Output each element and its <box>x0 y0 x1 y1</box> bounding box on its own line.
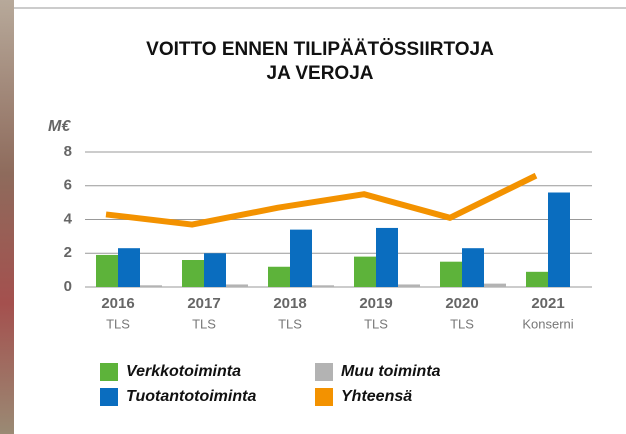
bar <box>354 256 376 287</box>
x-tick-label: 2019 <box>359 295 392 312</box>
x-tick-sublabel: TLS <box>106 316 130 331</box>
legend-swatch <box>100 388 118 406</box>
bar <box>376 227 398 287</box>
x-tick-label: 2017 <box>187 295 220 312</box>
chart-title: VOITTO ENNEN TILIPÄÄTÖSSIIRTOJA <box>146 39 494 60</box>
x-tick-label: 2020 <box>445 295 478 312</box>
y-tick-label: 4 <box>64 210 73 227</box>
bar <box>182 260 204 287</box>
y-tick-label: 6 <box>64 177 72 194</box>
chart-title: JA VEROJA <box>267 63 374 84</box>
bar <box>462 248 484 287</box>
legend-swatch <box>315 363 333 381</box>
x-tick-label: 2021 <box>531 295 564 312</box>
bar <box>268 266 290 287</box>
legend-label: Tuotantotoiminta <box>126 388 256 405</box>
legend-label: Verkkotoiminta <box>126 363 241 380</box>
y-tick-label: 0 <box>64 278 72 295</box>
bar <box>440 261 462 287</box>
legend-label: Muu toiminta <box>341 363 441 380</box>
bar <box>118 248 140 287</box>
x-tick-sublabel: TLS <box>278 316 302 331</box>
legend-label: Yhteensä <box>341 388 412 405</box>
x-tick-sublabel: TLS <box>192 316 216 331</box>
bar <box>312 285 334 287</box>
bar <box>140 285 162 287</box>
x-tick-sublabel: TLS <box>450 316 474 331</box>
bar <box>204 253 226 287</box>
y-tick-label: 2 <box>64 244 72 261</box>
bar <box>96 254 118 287</box>
bar <box>526 271 548 287</box>
bar <box>226 284 248 287</box>
total-line <box>105 172 538 228</box>
photo-strip <box>0 0 14 434</box>
x-tick-sublabel: TLS <box>364 316 388 331</box>
y-tick-label: 8 <box>64 143 72 160</box>
x-tick-label: 2018 <box>273 295 306 312</box>
legend-swatch <box>100 363 118 381</box>
x-tick-sublabel: Konserni <box>522 316 573 331</box>
x-tick-label: 2016 <box>101 295 134 312</box>
bar <box>290 229 312 287</box>
bar <box>398 284 420 287</box>
bar <box>548 192 570 287</box>
legend-swatch <box>315 388 333 406</box>
y-axis-label: M€ <box>48 118 71 135</box>
bar <box>484 283 506 287</box>
